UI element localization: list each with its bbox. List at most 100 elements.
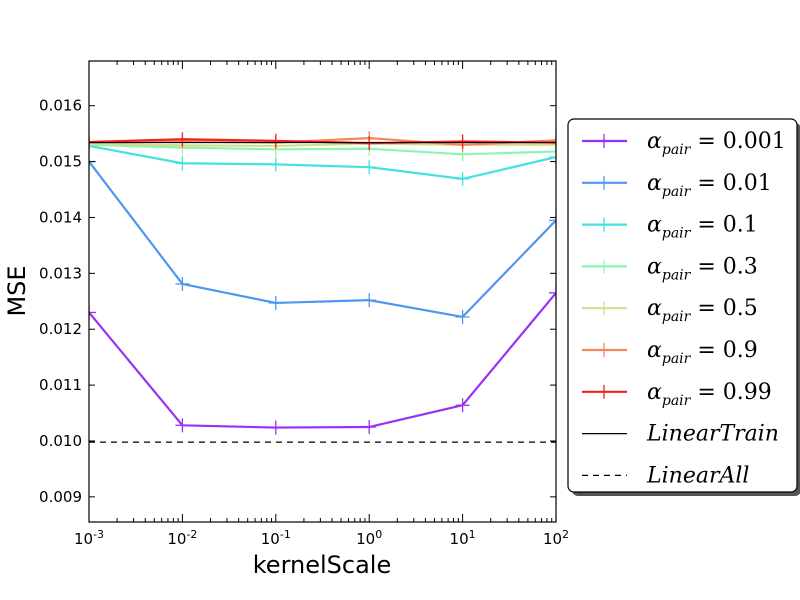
data-point-2-2 (268, 157, 283, 172)
plot-area (89, 131, 556, 443)
legend-label-8: LinearAll (646, 463, 749, 488)
legend-label-main: α (647, 213, 662, 238)
x-axis-title: kernelScale (253, 551, 391, 579)
legend-label-tail: = 0.9 (690, 338, 757, 363)
legend-label-tail: = 0.5 (690, 296, 757, 321)
data-point-2-1 (175, 156, 190, 171)
data-point-6-1 (175, 132, 190, 147)
legend-label-sub: pair (662, 309, 692, 325)
data-point-2-4 (455, 171, 470, 186)
x-tick-base: 10 (261, 530, 280, 548)
data-point-2-5 (549, 150, 556, 165)
x-tick-exponent: -3 (93, 528, 104, 541)
y-tick-label: 0.010 (39, 432, 82, 450)
legend-label-tail: = 0.99 (690, 380, 771, 405)
legend-entry-4: αpair = 0.5 (582, 296, 758, 325)
y-tick-label: 0.016 (39, 97, 82, 115)
data-point-3-5 (549, 144, 556, 159)
x-tick-label: 102 (543, 528, 569, 548)
data-point-0-5 (549, 285, 556, 300)
x-tick-exponent: 1 (469, 528, 476, 541)
legend-label-main: α (647, 380, 662, 405)
series-line-1 (89, 160, 556, 319)
series-2 (89, 138, 556, 186)
data-point-1-1 (175, 276, 190, 291)
x-tick-base: 10 (74, 530, 93, 548)
legend-label-5: αpair = 0.9 (647, 338, 758, 367)
series-line-5 (89, 137, 556, 146)
legend-label-sub: pair (662, 184, 692, 200)
x-tick-label: 10-2 (167, 528, 197, 548)
legend-label-main: α (647, 296, 662, 321)
legend-label-3: αpair = 0.3 (647, 254, 758, 283)
y-axis-title: MSE (3, 265, 31, 316)
legend-entry-5: αpair = 0.9 (582, 338, 758, 367)
data-point-4-0 (89, 136, 96, 151)
data-point-0-0 (89, 305, 96, 320)
legend-label-1: αpair = 0.01 (647, 171, 772, 200)
data-point-6-2 (268, 133, 283, 148)
legend-entry-3: αpair = 0.3 (582, 254, 758, 283)
x-tick-exponent: -1 (280, 528, 291, 541)
legend-label-main: LinearAll (646, 463, 749, 488)
series-line-2 (89, 144, 556, 180)
legend-label-main: α (647, 254, 662, 279)
legend-entry-2: αpair = 0.1 (582, 213, 758, 242)
legend-entry-0: αpair = 0.001 (582, 129, 786, 158)
legend-label-main: α (647, 129, 662, 154)
data-point-2-3 (362, 160, 377, 175)
data-point-0-4 (455, 398, 470, 413)
data-point-4-5 (549, 137, 556, 152)
x-tick-base: 10 (356, 530, 375, 548)
x-tick-base: 10 (543, 530, 562, 548)
series-line-0 (89, 292, 556, 429)
axes-frame (88, 60, 557, 523)
legend-label-tail: = 0.3 (690, 254, 757, 279)
series-0 (89, 285, 556, 435)
data-point-1-5 (549, 213, 556, 228)
legend-entry-8: LinearAll (582, 463, 749, 488)
series-line-3 (89, 143, 556, 156)
x-tick-exponent: 2 (562, 528, 569, 541)
data-point-1-2 (268, 295, 283, 310)
data-point-1-4 (455, 309, 470, 324)
x-tick-label: 101 (450, 528, 476, 548)
legend-entry-1: αpair = 0.01 (582, 171, 772, 200)
y-tick-label: 0.014 (39, 208, 82, 226)
y-tick-label: 0.011 (39, 376, 82, 394)
x-tick-base: 10 (450, 530, 469, 548)
legend-entry-7: LinearTrain (582, 422, 779, 447)
y-tick-label: 0.015 (39, 153, 82, 171)
data-point-6-4 (455, 134, 470, 149)
legend-box (567, 118, 798, 493)
legend-label-sub: pair (662, 226, 692, 242)
legend-label-4: αpair = 0.5 (647, 296, 758, 325)
data-point-1-3 (362, 293, 377, 308)
x-tick-label: 10-3 (74, 528, 104, 548)
legend-label-2: αpair = 0.1 (647, 213, 758, 242)
legend-label-tail: = 0.001 (690, 129, 785, 154)
legend-label-tail: = 0.1 (690, 213, 757, 238)
legend-label-main: LinearTrain (646, 422, 779, 447)
legend-label-6: αpair = 0.99 (647, 380, 772, 409)
legend-label-sub: pair (662, 393, 692, 409)
legend-label-sub: pair (662, 267, 692, 283)
y-tick-label: 0.009 (39, 488, 82, 506)
x-tick-exponent: -2 (186, 528, 197, 541)
data-point-0-2 (268, 420, 283, 435)
legend-label-7: LinearTrain (646, 422, 779, 447)
legend-label-tail: = 0.01 (690, 171, 771, 196)
data-point-5-5 (549, 133, 556, 148)
data-point-0-3 (362, 420, 377, 435)
x-tick-base: 10 (167, 530, 186, 548)
legend-label-sub: pair (662, 351, 692, 367)
x-tick-label: 10-1 (261, 528, 291, 548)
legend-label-0: αpair = 0.001 (647, 129, 786, 158)
y-tick-label: 0.013 (39, 264, 82, 282)
legend-label-main: α (647, 171, 662, 196)
legend-entry-6: αpair = 0.99 (582, 380, 772, 409)
y-tick-label: 0.012 (39, 320, 82, 338)
data-point-0-1 (175, 418, 190, 433)
